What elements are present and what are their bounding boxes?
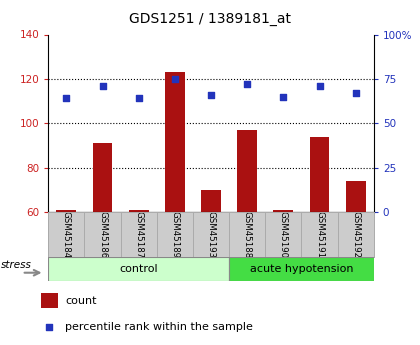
Bar <box>237 130 257 212</box>
Bar <box>346 181 366 212</box>
Text: GDS1251 / 1389181_at: GDS1251 / 1389181_at <box>129 12 291 26</box>
Text: control: control <box>119 264 158 274</box>
Bar <box>229 257 374 281</box>
Text: GSM45188: GSM45188 <box>243 211 252 258</box>
Bar <box>302 212 338 257</box>
Text: GSM45193: GSM45193 <box>207 211 215 258</box>
Point <box>244 81 251 87</box>
Point <box>352 90 359 96</box>
Text: stress: stress <box>1 260 32 270</box>
Text: GSM45189: GSM45189 <box>171 211 179 258</box>
Bar <box>165 72 185 212</box>
Text: GSM45184: GSM45184 <box>62 211 71 258</box>
Point <box>280 94 287 99</box>
Text: count: count <box>65 296 97 306</box>
Bar <box>48 212 84 257</box>
Bar <box>121 212 157 257</box>
Bar <box>229 212 265 257</box>
Bar <box>48 257 229 281</box>
Bar <box>265 212 302 257</box>
Text: acute hypotension: acute hypotension <box>250 264 353 274</box>
Bar <box>84 212 121 257</box>
Bar <box>273 210 293 212</box>
Text: GSM45191: GSM45191 <box>315 211 324 258</box>
Bar <box>129 210 149 212</box>
Point <box>208 92 215 98</box>
Point <box>135 96 142 101</box>
Point <box>46 324 52 330</box>
Bar <box>41 293 58 308</box>
Bar <box>56 210 76 212</box>
Point <box>171 76 178 82</box>
Point <box>316 83 323 89</box>
Bar <box>193 212 229 257</box>
Bar <box>310 137 330 212</box>
Point <box>63 96 70 101</box>
Text: percentile rank within the sample: percentile rank within the sample <box>65 322 253 332</box>
Text: GSM45186: GSM45186 <box>98 211 107 258</box>
Text: GSM45190: GSM45190 <box>279 211 288 258</box>
Text: GSM45187: GSM45187 <box>134 211 143 258</box>
Bar <box>157 212 193 257</box>
Bar <box>92 143 113 212</box>
Text: GSM45192: GSM45192 <box>351 211 360 258</box>
Bar <box>338 212 374 257</box>
Point <box>99 83 106 89</box>
Bar <box>201 190 221 212</box>
